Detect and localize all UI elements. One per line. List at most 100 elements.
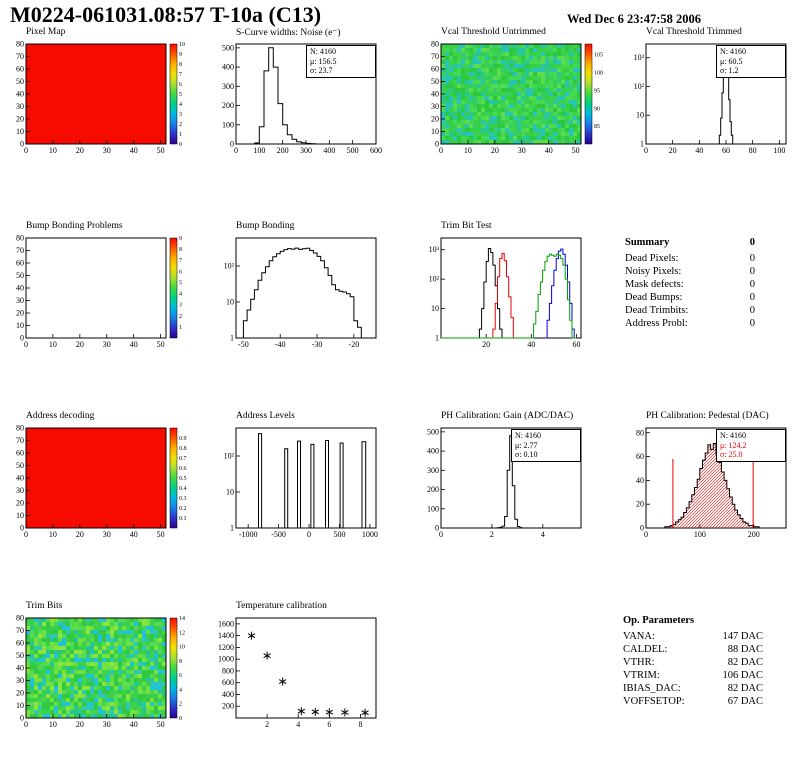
vcal-untrimmed-chart: 0 10 20 30 40 50 0 10 20 30 40 50 60 70 80 85 90 95 100 105 — [431, 40, 603, 156]
svg-text:300: 300 — [300, 146, 312, 155]
svg-text:40: 40 — [130, 720, 138, 729]
svg-text:1: 1 — [230, 334, 234, 343]
svg-text:10: 10 — [226, 488, 234, 497]
svg-text:40: 40 — [527, 340, 535, 349]
svg-text:100: 100 — [222, 120, 234, 129]
svg-text:60: 60 — [722, 146, 730, 155]
svg-text:10²: 10² — [634, 82, 645, 91]
svg-text:0.2: 0.2 — [179, 506, 187, 512]
svg-text:30: 30 — [16, 676, 24, 685]
svg-text:7: 7 — [179, 258, 182, 264]
svg-text:85: 85 — [594, 124, 600, 130]
svg-text:0: 0 — [644, 530, 648, 539]
svg-text:10³: 10³ — [429, 245, 440, 254]
temperature-calibration-chart: 2 4 6 8 200 400 600 800 1000 1200 1400 1600 — [218, 617, 377, 729]
svg-text:2: 2 — [179, 122, 182, 128]
svg-text:0: 0 — [439, 146, 443, 155]
scurve-noise-chart: 0 100 200 300 400 500 600 0 100 200 300 400 500 — [222, 43, 382, 155]
svg-text:80: 80 — [16, 424, 24, 433]
plot-title: Temperature calibration — [236, 601, 327, 611]
svg-text:30: 30 — [103, 720, 111, 729]
summary-row: Noisy Pixels: 0 — [625, 266, 755, 277]
svg-text:0: 0 — [230, 140, 234, 149]
svg-text:0: 0 — [24, 146, 28, 155]
svg-text:4: 4 — [296, 720, 300, 729]
svg-text:0.4: 0.4 — [179, 486, 187, 492]
svg-text:40: 40 — [16, 664, 24, 673]
svg-text:0: 0 — [435, 524, 439, 533]
vcal-trimmed-chart: 0 20 40 60 80 100 1 10 10² 10³ — [634, 43, 787, 155]
plot-title: Address decoding — [26, 411, 95, 421]
svg-text:80: 80 — [16, 234, 24, 243]
page-title: M0224-061031.08:57 T-10a (C13) — [10, 2, 322, 27]
svg-text:90: 90 — [594, 106, 600, 112]
svg-text:300: 300 — [222, 82, 234, 91]
svg-text:10³: 10³ — [634, 53, 645, 62]
plot-vcal-threshold-untrimmed: Vcal Threshold Untrimmed 0 10 20 30 40 50 0 10 2… — [415, 27, 610, 162]
svg-text:20: 20 — [16, 115, 24, 124]
svg-text:10: 10 — [16, 511, 24, 520]
svg-text:1000: 1000 — [218, 655, 234, 664]
svg-text:40: 40 — [636, 476, 644, 485]
svg-text:0: 0 — [179, 716, 182, 722]
svg-text:-20: -20 — [349, 340, 360, 349]
svg-text:95: 95 — [594, 88, 600, 94]
stats-box: N: 4160 μ: 60.5 σ: 1.2 — [716, 45, 786, 78]
pixel-map-chart: 0 10 20 30 40 50 0 10 20 30 40 50 60 70 80 0 1 2 3 4 5 6 7 8 9 10 — [16, 40, 185, 156]
svg-text:50: 50 — [157, 146, 165, 155]
plot-title: Vcal Threshold Untrimmed — [441, 27, 546, 37]
svg-text:10²: 10² — [224, 262, 235, 271]
summary-heading-label: Summary — [625, 237, 670, 248]
svg-text:20: 20 — [669, 146, 677, 155]
stats-box: N: 4160 μ: 2.77 σ: 0.10 — [511, 429, 581, 462]
svg-text:20: 20 — [636, 500, 644, 509]
svg-text:40: 40 — [431, 90, 439, 99]
svg-text:60: 60 — [16, 449, 24, 458]
svg-text:0: 0 — [20, 334, 24, 343]
svg-text:0.7: 0.7 — [179, 456, 187, 462]
svg-text:1: 1 — [179, 325, 182, 331]
svg-text:-1000: -1000 — [239, 530, 258, 539]
plot-address-decoding: Address decoding 0 10 20 30 40 50 0 10 20 30 40 50 6… — [0, 411, 195, 546]
plot-title: Trim Bit Test — [441, 221, 492, 231]
svg-text:80: 80 — [749, 146, 757, 155]
plot-title: S-Curve widths: Noise (e⁻) — [236, 28, 341, 38]
svg-text:50: 50 — [431, 77, 439, 86]
svg-text:1: 1 — [640, 140, 644, 149]
address-levels-chart: -1000 -500 0 500 1000 1 10 10² — [224, 427, 378, 539]
svg-text:70: 70 — [431, 52, 439, 61]
svg-text:5: 5 — [179, 280, 182, 286]
svg-text:60: 60 — [431, 65, 439, 74]
svg-text:0: 0 — [179, 142, 182, 148]
svg-text:1: 1 — [435, 334, 439, 343]
plot-title: Vcal Threshold Trimmed — [646, 27, 742, 37]
svg-text:40: 40 — [695, 146, 703, 155]
svg-text:10: 10 — [226, 298, 234, 307]
svg-text:200: 200 — [222, 101, 234, 110]
svg-text:400: 400 — [427, 447, 439, 456]
svg-text:100: 100 — [773, 146, 785, 155]
svg-text:10: 10 — [16, 701, 24, 710]
svg-text:105: 105 — [594, 53, 603, 59]
summary-row: Address Probl: 0 — [625, 318, 755, 329]
svg-text:30: 30 — [518, 146, 526, 155]
svg-text:-50: -50 — [238, 340, 249, 349]
trim-bits-chart: 0 10 20 30 40 50 0 10 20 30 40 50 60 70 80 0 2 4 6 8 10 12 14 — [16, 614, 185, 730]
svg-text:20: 20 — [16, 499, 24, 508]
bump-bonding-chart: -50 -40 -30 -20 1 10 10² — [224, 237, 377, 349]
svg-text:80: 80 — [636, 428, 644, 437]
summary-row: Dead Bumps: 0 — [625, 292, 755, 303]
svg-text:100: 100 — [427, 504, 439, 513]
svg-text:80: 80 — [16, 614, 24, 623]
svg-text:8: 8 — [179, 247, 182, 253]
op-param-row: VTRIM: 106 DAC — [623, 670, 763, 681]
svg-text:300: 300 — [427, 466, 439, 475]
svg-text:3: 3 — [179, 303, 182, 309]
svg-text:20: 20 — [16, 309, 24, 318]
svg-text:1: 1 — [230, 524, 234, 533]
svg-text:50: 50 — [157, 530, 165, 539]
svg-text:8: 8 — [179, 62, 182, 68]
svg-text:800: 800 — [222, 666, 234, 675]
plot-title: PH Calibration: Gain (ADC/DAC) — [441, 411, 574, 421]
svg-text:200: 200 — [427, 485, 439, 494]
